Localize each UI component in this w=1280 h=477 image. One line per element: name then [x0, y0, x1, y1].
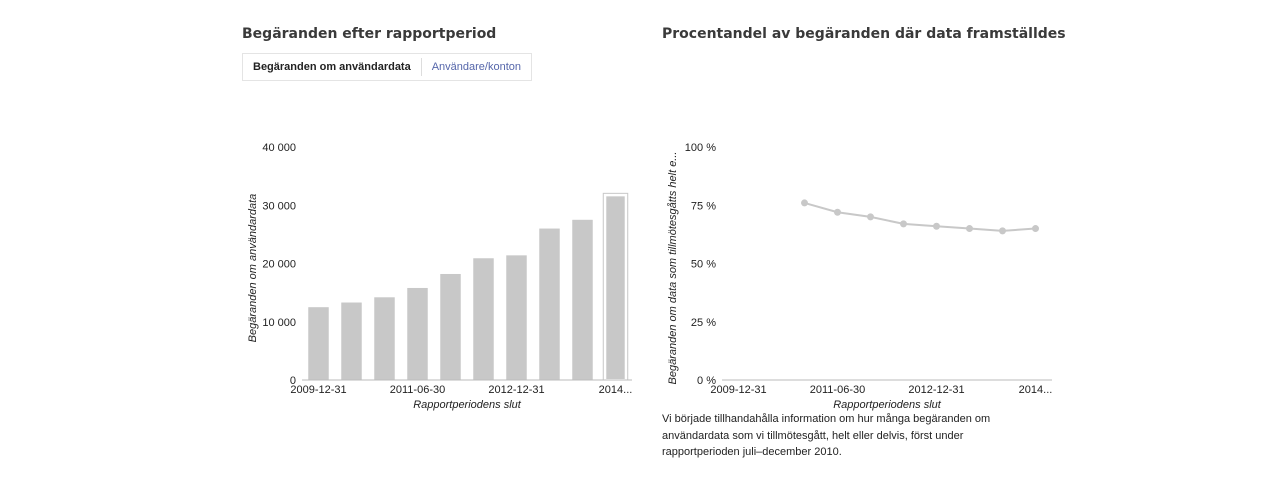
point-2010-12-31[interactable] [801, 199, 808, 207]
point-2011-06-30[interactable] [834, 208, 841, 216]
line-plot-area: 0 % 25 % 50 % 75 % 100 % 2009-12-31 2011-06-30… [685, 142, 1053, 396]
point-2013-06-30[interactable] [966, 225, 973, 233]
bar-y-tick-label: 30 000 [262, 200, 296, 212]
line-x-tick-label: 2011-06-30 [810, 384, 865, 396]
line-x-axis-title: Rapportperiodens slut [833, 399, 942, 411]
bar-2010-06-30[interactable] [341, 302, 362, 380]
bar-2013-06-30[interactable] [539, 228, 560, 380]
bar-plot-area: 0 10 000 20 000 30 000 40 000 2009-12-31 2011-… [262, 142, 632, 396]
line-y-tick-label: 75 % [691, 200, 716, 212]
bar-2012-12-31[interactable] [506, 255, 527, 380]
bar-chart-title: Begäranden efter rapportperiod [242, 26, 497, 42]
point-2013-12-31[interactable] [999, 227, 1006, 235]
bar-2010-12-31[interactable] [374, 297, 395, 380]
line-y-tick-label: 25 % [691, 317, 716, 329]
line-y-tick-label: 0 % [697, 375, 716, 387]
requests-bar-chart: 0 10 000 20 000 30 000 40 000 2009-12-31 2011-… [247, 142, 632, 411]
point-2011-12-31[interactable] [867, 213, 874, 221]
bar-y-tick-label: 0 [290, 375, 296, 387]
line-x-tick-label: 2014... [1019, 384, 1053, 396]
bar-x-tick-label: 2014... [599, 384, 633, 396]
line-y-tick-label: 50 % [691, 259, 716, 271]
tab-user-data-requests[interactable]: Begäranden om användardata [243, 58, 422, 76]
line-x-tick-label: 2009-12-31 [710, 384, 766, 396]
point-2012-06-30[interactable] [900, 220, 907, 228]
bar-y-tick-label: 40 000 [262, 142, 296, 154]
bar-2009-12-31[interactable] [308, 307, 329, 380]
bar-2013-12-31[interactable] [572, 219, 593, 380]
footnote: Vi började tillhandahålla information om… [662, 413, 991, 458]
line-y-tick-label: 100 % [685, 142, 716, 154]
bar-2011-12-31[interactable] [440, 273, 461, 380]
point-2014...[interactable] [1032, 225, 1039, 233]
bar-x-tick-label: 2012-12-31 [488, 384, 544, 396]
line-y-axis-title: Begäranden om data som tillmötesgåtts he… [667, 152, 679, 385]
line-x-tick-label: 2012-12-31 [908, 384, 964, 396]
fulfilled-percent-series-line [804, 201, 1036, 232]
bar-x-tick-label: 2011-06-30 [390, 384, 445, 396]
bar-x-axis-title: Rapportperiodens slut [413, 399, 522, 411]
bar-y-tick-label: 20 000 [262, 259, 296, 271]
bar-2011-06-30[interactable] [407, 287, 428, 380]
tab-users-accounts[interactable]: Användare/konton [431, 61, 522, 73]
bar-2014...[interactable] [604, 194, 627, 381]
bar-y-axis-title: Begäranden om användardata [247, 194, 259, 343]
line-chart-title: Procentandel av begäranden där data fram… [662, 26, 1066, 42]
fulfilled-percent-line-chart: 0 % 25 % 50 % 75 % 100 % 2009-12-31 2011-06-30… [667, 142, 1053, 411]
point-2012-12-31[interactable] [933, 222, 940, 230]
bar-x-tick-label: 2009-12-31 [290, 384, 346, 396]
bar-2012-06-30[interactable] [473, 258, 494, 380]
data-type-tabs: Begäranden om användardata Användare/kon… [242, 53, 532, 81]
bar-y-tick-label: 10 000 [262, 317, 296, 329]
